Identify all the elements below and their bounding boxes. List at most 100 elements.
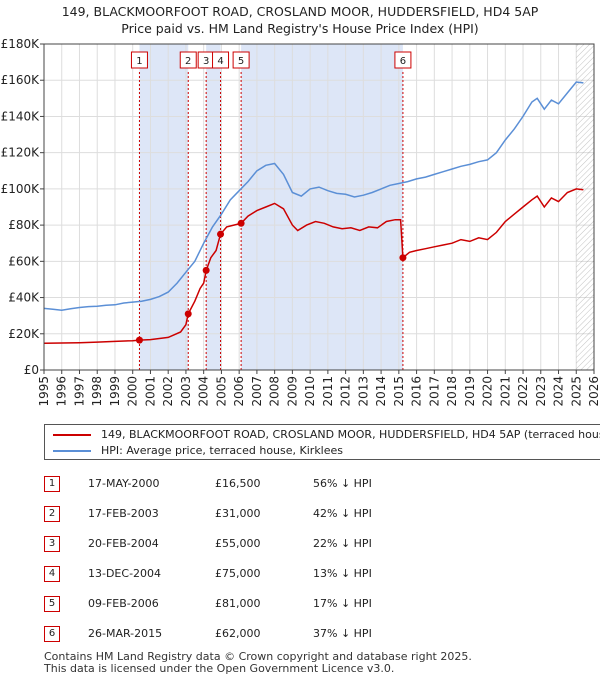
- x-tick-label: 2022: [516, 376, 530, 407]
- sale-date: 13-DEC-2004: [88, 567, 162, 580]
- y-tick-label: £100K: [1, 182, 41, 196]
- legend-item-property: 149, BLACKMOORFOOT ROAD, CROSLAND MOOR, …: [53, 427, 600, 443]
- legend-swatch-property: [53, 434, 91, 436]
- sale-date: 20-FEB-2004: [88, 537, 159, 550]
- table-row: 5 09-FEB-2006 £81,000 17% ↓ HPI: [0, 596, 600, 616]
- x-tick-label: 2002: [161, 376, 175, 407]
- ownership-shade: [241, 44, 403, 370]
- sale-marker-box: 5: [44, 596, 60, 612]
- sale-price: £55,000: [215, 537, 261, 550]
- footer: Contains HM Land Registry data © Crown c…: [44, 651, 472, 675]
- sale-hpi-diff: 17% ↓ HPI: [313, 597, 372, 610]
- x-tick-label: 2023: [534, 376, 548, 407]
- sale-price: £16,500: [215, 477, 261, 490]
- sale-date: 17-MAY-2000: [88, 477, 160, 490]
- legend-item-hpi: HPI: Average price, terraced house, Kirk…: [53, 443, 343, 459]
- sale-point: [135, 336, 143, 344]
- y-tick-label: £180K: [1, 37, 41, 51]
- table-row: 3 20-FEB-2004 £55,000 22% ↓ HPI: [0, 536, 600, 556]
- x-tick-label: 1998: [90, 376, 104, 407]
- sale-marker-box: [232, 51, 250, 69]
- sale-marker-label: 5: [238, 56, 244, 67]
- sale-price: £81,000: [215, 597, 261, 610]
- sale-marker-box: [130, 51, 148, 69]
- sale-hpi-diff: 56% ↓ HPI: [313, 477, 372, 490]
- x-tick-label: 2024: [552, 376, 566, 407]
- sale-point: [217, 230, 225, 238]
- x-tick-label: 1997: [72, 376, 86, 407]
- chart-title-line1: 149, BLACKMOORFOOT ROAD, CROSLAND MOOR, …: [61, 4, 539, 19]
- x-tick-label: 2016: [410, 376, 424, 407]
- legend-swatch-hpi: [53, 450, 91, 452]
- legend: 149, BLACKMOORFOOT ROAD, CROSLAND MOOR, …: [44, 424, 600, 460]
- sale-marker-box: 1: [44, 476, 60, 492]
- sale-point: [184, 310, 192, 318]
- x-tick-label: 2008: [268, 376, 282, 407]
- legend-label-property: 149, BLACKMOORFOOT ROAD, CROSLAND MOOR, …: [101, 428, 600, 441]
- x-tick-label: 2004: [197, 376, 211, 407]
- x-tick-label: 1999: [108, 376, 122, 407]
- sale-marker-box: 6: [44, 626, 60, 642]
- sale-point: [399, 254, 407, 262]
- property-price-line: [43, 188, 584, 344]
- sale-marker-label: 6: [400, 56, 406, 67]
- x-tick-label: 2019: [463, 376, 477, 407]
- sale-marker-box: 3: [44, 536, 60, 552]
- sale-date: 17-FEB-2003: [88, 507, 159, 520]
- table-row: 6 26-MAR-2015 £62,000 37% ↓ HPI: [0, 626, 600, 646]
- sale-marker-label: 3: [203, 56, 209, 67]
- x-tick-label: 2015: [392, 376, 406, 407]
- y-tick-label: £40K: [8, 291, 40, 305]
- y-tick-label: £80K: [8, 218, 40, 232]
- sale-price: £62,000: [215, 627, 261, 640]
- x-tick-label: 2014: [374, 376, 388, 407]
- y-tick-label: £60K: [8, 254, 40, 268]
- y-tick-label: £20K: [8, 327, 40, 341]
- sale-marker-box: [179, 51, 197, 69]
- x-tick-label: 1995: [37, 376, 51, 407]
- sale-date: 09-FEB-2006: [88, 597, 159, 610]
- x-tick-label: 2000: [126, 376, 140, 407]
- sale-marker-box: 2: [44, 506, 60, 522]
- sale-marker-box: [212, 51, 230, 69]
- hpi-line: [43, 81, 584, 311]
- sale-price: £75,000: [215, 567, 261, 580]
- x-tick-label: 2018: [445, 376, 459, 407]
- forecast-hatch: [576, 44, 594, 370]
- footer-license: This data is licensed under the Open Gov…: [44, 662, 395, 675]
- y-tick-label: £0: [24, 363, 39, 377]
- sale-point: [202, 266, 210, 274]
- sale-marker-label: 1: [136, 56, 142, 67]
- ownership-shade: [139, 44, 189, 370]
- x-tick-label: 2005: [214, 376, 228, 407]
- sale-price: £31,000: [215, 507, 261, 520]
- x-tick-label: 2006: [232, 376, 246, 407]
- sale-hpi-diff: 37% ↓ HPI: [313, 627, 372, 640]
- legend-label-hpi: HPI: Average price, terraced house, Kirk…: [101, 444, 344, 457]
- ownership-shade: [206, 44, 221, 370]
- x-tick-label: 2009: [285, 376, 299, 407]
- sale-hpi-diff: 22% ↓ HPI: [313, 537, 372, 550]
- x-tick-label: 2020: [481, 376, 495, 407]
- y-tick-label: £120K: [1, 146, 41, 160]
- table-row: 4 13-DEC-2004 £75,000 13% ↓ HPI: [0, 566, 600, 586]
- x-tick-label: 2010: [303, 376, 317, 407]
- sale-marker-label: 4: [217, 56, 223, 67]
- chart-title-line2: Price paid vs. HM Land Registry's House …: [121, 21, 479, 36]
- sale-marker-box: [394, 51, 412, 69]
- x-tick-label: 2026: [587, 376, 600, 407]
- sale-hpi-diff: 42% ↓ HPI: [313, 507, 372, 520]
- y-tick-label: £160K: [1, 73, 41, 87]
- x-tick-label: 2013: [356, 376, 370, 407]
- footer-copyright: Contains HM Land Registry data © Crown c…: [44, 650, 472, 663]
- plot-frame: [43, 43, 595, 371]
- x-tick-label: 1996: [55, 376, 69, 407]
- x-tick-label: 2007: [250, 376, 264, 407]
- sale-point: [237, 219, 245, 227]
- x-tick-label: 2003: [179, 376, 193, 407]
- x-tick-label: 2011: [321, 376, 335, 407]
- table-row: 1 17-MAY-2000 £16,500 56% ↓ HPI: [0, 476, 600, 496]
- sale-date: 26-MAR-2015: [88, 627, 163, 640]
- sale-hpi-diff: 13% ↓ HPI: [313, 567, 372, 580]
